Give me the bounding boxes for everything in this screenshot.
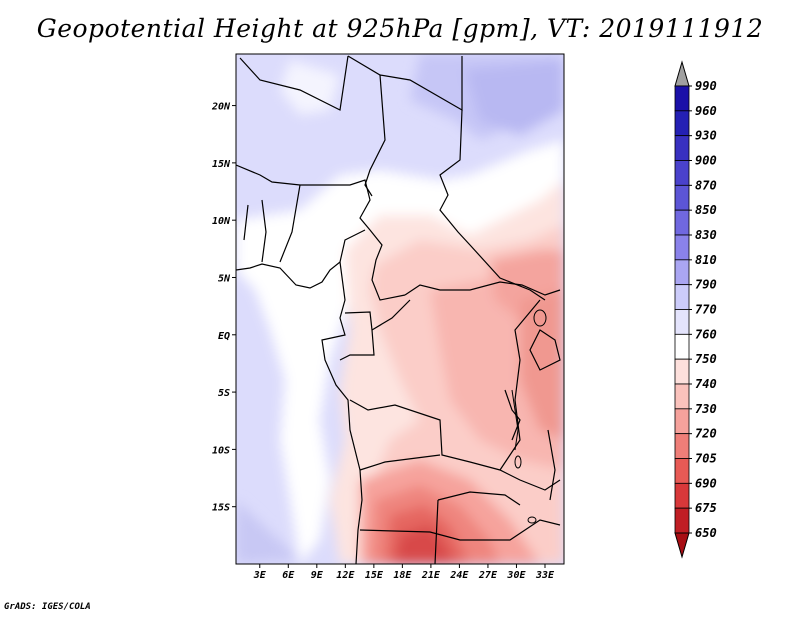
colorbar-swatch: [674, 160, 690, 186]
lon-tick-label: 15E: [365, 570, 384, 581]
colorbar-label: 730: [695, 402, 717, 416]
lon-tick-label: 9E: [311, 570, 324, 581]
map-title: Geopotential Height at 925hPa [gpm], VT:…: [36, 14, 764, 43]
colorbar-label: 900: [695, 154, 717, 168]
colorbar-bottom-arrow: [674, 532, 690, 559]
colorbar-label: 690: [695, 476, 717, 490]
lat-tick-label: 20N: [211, 102, 231, 113]
colorbar-label: 810: [695, 253, 717, 267]
colorbar-swatch: [674, 184, 690, 211]
colorbar-label: 750: [695, 352, 717, 366]
colorbar-label: 705: [695, 452, 717, 466]
colorbar-swatch: [674, 309, 690, 335]
lat-tick-label: 10S: [212, 445, 230, 456]
colorbar-label: 830: [695, 228, 717, 242]
lat-tick-label: 15N: [212, 159, 231, 170]
lat-tick-label: EQ: [218, 331, 230, 342]
lon-tick-label: 12E: [336, 570, 355, 581]
lakes: [511, 309, 547, 524]
colorbar-label: 990: [695, 79, 717, 93]
colorbar-label: 675: [695, 501, 717, 515]
map-frame: [235, 53, 565, 565]
lat-tick-label: 10N: [212, 216, 231, 227]
colorbar-label: 770: [695, 303, 717, 317]
colorbar-label: 760: [695, 327, 717, 341]
colorbar-swatch: [674, 284, 690, 310]
colorbar-swatch: [674, 507, 690, 534]
grads-credit: GrADS: IGES/COLA: [4, 602, 91, 612]
colorbar-label: 960: [695, 104, 717, 118]
lon-tick-label: 33E: [535, 570, 555, 581]
colorbar-label: 740: [695, 377, 717, 391]
longitude-axis: 3E 6E 9E 12E 15E 18E 21E 24E 27E 30E 33E: [253, 564, 555, 581]
lon-tick-label: 27E: [478, 570, 498, 581]
colorbar-swatch: [674, 358, 690, 385]
latitude-axis: 20N 15N 10N 5N EQ 5S 10S 15S: [211, 102, 236, 514]
lat-tick-label: 5N: [218, 273, 231, 284]
lon-tick-label: 24E: [449, 570, 469, 581]
colorbar-top-arrow: [674, 60, 690, 87]
country-borders: [236, 55, 561, 564]
colorbar-swatch: [674, 135, 690, 161]
height-field: [236, 54, 564, 564]
colorbar-label: 850: [695, 203, 717, 217]
lon-tick-label: 18E: [393, 570, 412, 581]
colorbar-swatch: [674, 458, 690, 484]
colorbar-label: 720: [695, 427, 717, 441]
lat-tick-label: 5S: [218, 388, 230, 399]
lon-tick-label: 30E: [506, 570, 526, 581]
colorbar-swatch: [674, 482, 690, 509]
colorbar-swatch: [674, 408, 690, 435]
lat-tick-label: 15S: [212, 503, 230, 514]
colorbar-swatch: [674, 433, 690, 459]
colorbar-swatch: [674, 110, 690, 137]
colorbar-label: 650: [695, 526, 717, 540]
colorbar-swatch: [674, 85, 690, 112]
colorbar-label: 930: [695, 129, 717, 143]
colorbar-swatch: [674, 234, 690, 261]
colorbar-swatch: [674, 209, 690, 236]
colorbar-label: 870: [695, 178, 717, 192]
colorbar-swatch: [674, 333, 690, 360]
colorbar-swatch: [674, 259, 690, 286]
lon-tick-label: 3E: [253, 570, 267, 581]
colorbar-label: 790: [695, 278, 717, 292]
colorbar-swatch: [674, 383, 690, 410]
lon-tick-label: 21E: [421, 570, 441, 581]
colorbar: 990 960 930 900 870 850 830 810 790 770 760 750 740 7…: [674, 60, 717, 559]
lon-tick-label: 6E: [282, 570, 295, 581]
